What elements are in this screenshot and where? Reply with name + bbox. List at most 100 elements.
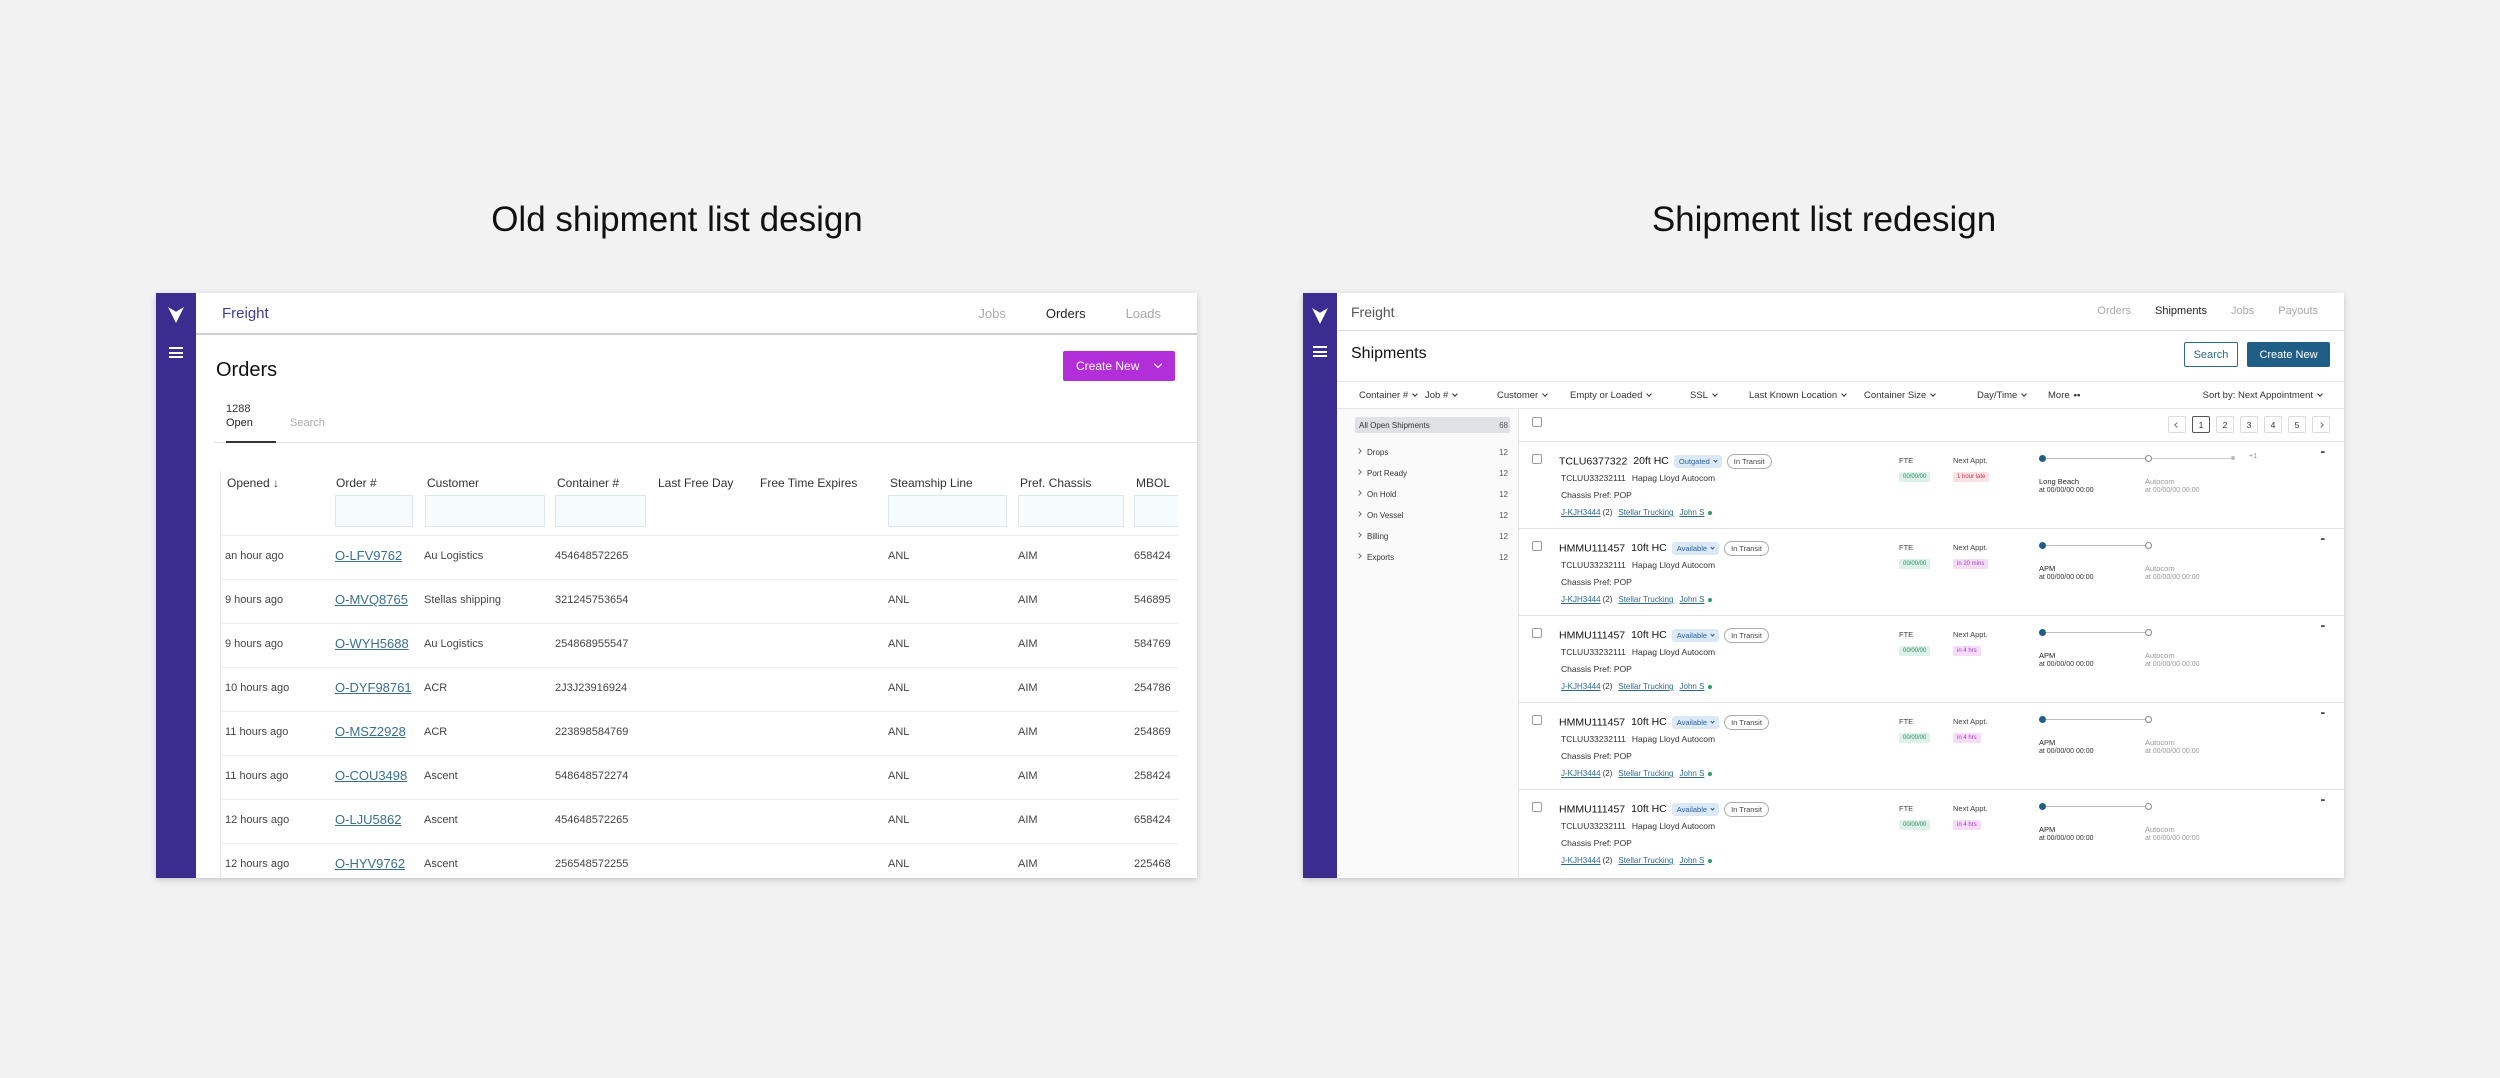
row-more-icon[interactable]: ••• xyxy=(2320,537,2325,543)
search-button[interactable]: Search xyxy=(2184,342,2238,367)
job-link[interactable]: J-KJH3444 xyxy=(1561,769,1601,778)
row-more-icon[interactable]: ••• xyxy=(2320,450,2325,456)
page-3-button[interactable]: 3 xyxy=(2240,416,2258,433)
filter-last-known-location[interactable]: Last Known Location xyxy=(1749,390,1848,401)
chassis-filter-input[interactable] xyxy=(1018,495,1124,527)
nav-payouts[interactable]: Payouts xyxy=(2278,305,2318,317)
row-more-icon[interactable]: ••• xyxy=(2320,798,2325,804)
shipment-row[interactable]: HMMU111457 10ft HC Available In Transit TCLU… xyxy=(1519,789,2344,876)
filter-empty-or-loaded[interactable]: Empty or Loaded xyxy=(1570,390,1653,401)
row-more-icon[interactable]: ••• xyxy=(2320,624,2325,630)
page-2-button[interactable]: 2 xyxy=(2216,416,2234,433)
status-badge[interactable]: Available xyxy=(1671,803,1720,816)
order-link[interactable]: O-COU3498 xyxy=(335,768,408,783)
col-order[interactable]: Order # xyxy=(336,476,377,490)
col-customer[interactable]: Customer xyxy=(427,476,480,490)
nav-loads[interactable]: Loads xyxy=(1125,306,1161,321)
filter-job-[interactable]: Job # xyxy=(1425,390,1459,401)
carrier-link[interactable]: Stellar Trucking xyxy=(1618,595,1674,604)
table-row[interactable]: 10 hours ago O-DYF98761 ACR 2J3J23916924 ANL… xyxy=(221,667,1178,711)
order-link[interactable]: O-DYF98761 xyxy=(335,680,412,695)
row-checkbox[interactable] xyxy=(1532,802,1542,812)
sidebar-item-all-open-shipments[interactable]: All Open Shipments 68 xyxy=(1355,417,1510,433)
driver-link[interactable]: John S xyxy=(1679,595,1705,604)
table-row[interactable]: 9 hours ago O-WYH5688 Au Logistics 25486895… xyxy=(221,623,1178,667)
col-mbol[interactable]: MBOL xyxy=(1136,476,1171,490)
order-link[interactable]: O-MSZ2928 xyxy=(335,724,406,739)
order-link[interactable]: O-LFV9762 xyxy=(335,548,403,563)
nav-jobs[interactable]: Jobs xyxy=(978,306,1006,321)
table-row[interactable]: 9 hours ago O-MVQ8765 Stellas shipping 3212… xyxy=(221,579,1178,623)
row-more-icon[interactable]: ••• xyxy=(2320,711,2325,717)
mbol-filter-input[interactable] xyxy=(1134,495,1178,527)
sidebar-item-on-hold[interactable]: On Hold 12 xyxy=(1355,486,1510,502)
container-number[interactable]: HMMU111457 xyxy=(1559,542,1626,555)
sidebar-item-billing[interactable]: Billing 12 xyxy=(1355,528,1510,544)
create-new-button[interactable]: Create New xyxy=(2247,342,2330,367)
container-number[interactable]: HMMU111457 xyxy=(1559,803,1626,816)
steamship-filter-input[interactable] xyxy=(888,495,1007,527)
nav-orders[interactable]: Orders xyxy=(1045,306,1086,321)
row-checkbox[interactable] xyxy=(1532,454,1542,464)
col-opened[interactable]: Opened ↓ xyxy=(227,476,280,490)
shipment-row[interactable]: HMMU111457 10ft HC Available In Transit TCLU… xyxy=(1519,702,2344,789)
filter-customer[interactable]: Customer xyxy=(1497,390,1549,401)
job-link[interactable]: J-KJH3444 xyxy=(1561,508,1601,517)
page-5-button[interactable]: 5 xyxy=(2288,416,2306,433)
status-badge[interactable]: Available xyxy=(1671,542,1720,555)
nav-shipments[interactable]: Shipments xyxy=(2155,305,2207,317)
tab-search[interactable]: Search xyxy=(290,417,325,429)
filter-day-time[interactable]: Day/Time xyxy=(1977,390,2028,401)
select-all-checkbox[interactable] xyxy=(1532,417,1542,427)
job-link[interactable]: J-KJH3444 xyxy=(1561,682,1601,691)
driver-link[interactable]: John S xyxy=(1679,508,1705,517)
logo-icon[interactable] xyxy=(168,307,184,323)
order-filter-input[interactable] xyxy=(335,495,413,527)
prev-page-button[interactable] xyxy=(2168,416,2186,433)
carrier-link[interactable]: Stellar Trucking xyxy=(1618,856,1674,865)
carrier-link[interactable]: Stellar Trucking xyxy=(1618,769,1674,778)
brand-name[interactable]: Freight xyxy=(222,305,269,322)
sidebar-item-exports[interactable]: Exports 12 xyxy=(1355,549,1510,565)
driver-link[interactable]: John S xyxy=(1679,856,1705,865)
table-row[interactable]: 12 hours ago O-HYV9762 Ascent 256548572255 A… xyxy=(221,843,1178,878)
table-row[interactable]: an hour ago O-LFV9762 Au Logistics 45464857… xyxy=(221,535,1178,579)
shipment-row[interactable]: HMMU111457 10ft HC Available In Transit TCLU… xyxy=(1519,615,2344,702)
filter-container-size[interactable]: Container Size xyxy=(1864,390,1937,401)
col-pref-chassis[interactable]: Pref. Chassis xyxy=(1020,476,1092,490)
sort-dropdown[interactable]: Sort by: Next Appointment xyxy=(2203,390,2323,401)
status-badge[interactable]: Outgated xyxy=(1673,455,1722,468)
status-badge[interactable]: Available xyxy=(1671,629,1720,642)
nav-jobs[interactable]: Jobs xyxy=(2231,305,2255,317)
row-checkbox[interactable] xyxy=(1532,715,1542,725)
filter-container-[interactable]: Container # xyxy=(1359,390,1418,401)
job-link[interactable]: J-KJH3444 xyxy=(1561,595,1601,604)
driver-link[interactable]: John S xyxy=(1679,769,1705,778)
col-free-time-expires[interactable]: Free Time Expires xyxy=(760,476,858,490)
page-4-button[interactable]: 4 xyxy=(2264,416,2282,433)
container-number[interactable]: HMMU111457 xyxy=(1559,716,1626,729)
sidebar-item-drops[interactable]: Drops 12 xyxy=(1355,444,1510,460)
container-number[interactable]: TCLU6377322 xyxy=(1559,455,1628,468)
filter-ssl[interactable]: SSL xyxy=(1690,390,1718,401)
col-steamship-line[interactable]: Steamship Line xyxy=(890,476,973,490)
create-new-button[interactable]: Create New xyxy=(1063,351,1175,381)
filter-more[interactable]: More •• xyxy=(2048,390,2080,401)
next-page-button[interactable] xyxy=(2312,416,2330,433)
logo-icon[interactable] xyxy=(1312,308,1328,324)
job-link[interactable]: J-KJH3444 xyxy=(1561,856,1601,865)
shipment-row[interactable]: HMMU111457 10ft HC Available In Transit TCLU… xyxy=(1519,528,2344,615)
tab-open[interactable]: 1288 Open xyxy=(226,403,276,443)
status-badge[interactable]: Available xyxy=(1671,716,1720,729)
table-row[interactable]: 11 hours ago O-MSZ2928 ACR 223898584769 ANL A… xyxy=(221,711,1178,755)
order-link[interactable]: O-WYH5688 xyxy=(335,636,409,651)
col-container[interactable]: Container # xyxy=(557,476,620,490)
table-row[interactable]: 12 hours ago O-LJU5862 Ascent 454648572265 A… xyxy=(221,799,1178,843)
order-link[interactable]: O-HYV9762 xyxy=(335,856,406,871)
shipment-row[interactable]: TCLU6377322 20ft HC Outgated In Transit TCLU… xyxy=(1519,441,2344,528)
order-link[interactable]: O-MVQ8765 xyxy=(335,592,408,607)
driver-link[interactable]: John S xyxy=(1679,682,1705,691)
customer-filter-input[interactable] xyxy=(425,495,545,527)
page-1-button[interactable]: 1 xyxy=(2192,416,2210,433)
carrier-link[interactable]: Stellar Trucking xyxy=(1618,682,1674,691)
